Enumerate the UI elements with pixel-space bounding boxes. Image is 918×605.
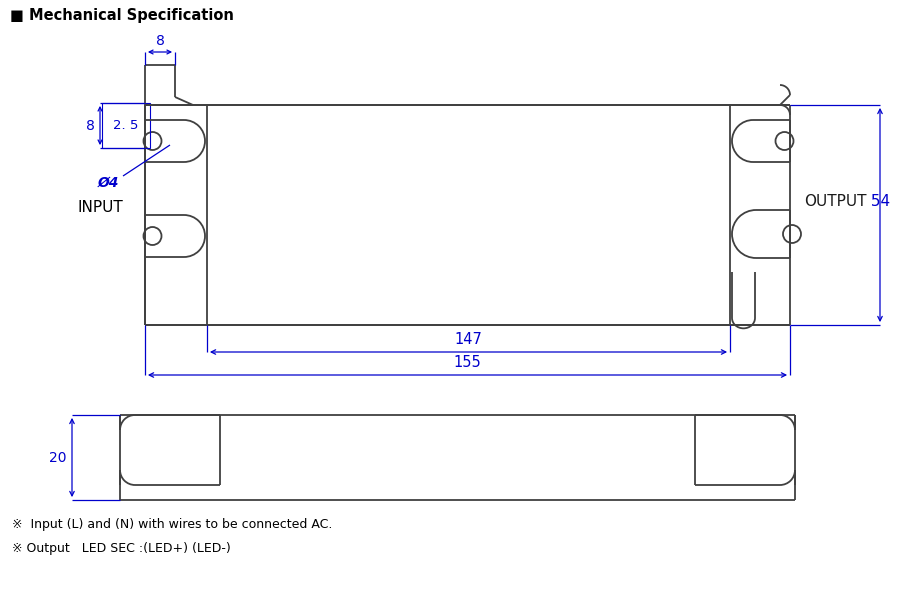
Text: 147: 147 xyxy=(454,332,483,347)
Text: INPUT: INPUT xyxy=(77,200,123,215)
Text: OUTPUT: OUTPUT xyxy=(804,194,867,209)
Text: 8: 8 xyxy=(155,34,164,48)
Text: 155: 155 xyxy=(453,355,481,370)
Text: 2. 5: 2. 5 xyxy=(113,119,139,132)
Text: Ø4: Ø4 xyxy=(97,176,118,190)
Text: ※  Input (L) and (N) with wires to be connected AC.: ※ Input (L) and (N) with wires to be con… xyxy=(12,518,332,531)
Text: ※ Output   LED SEC :(LED+) (LED-): ※ Output LED SEC :(LED+) (LED-) xyxy=(12,542,230,555)
Text: ■ Mechanical Specification: ■ Mechanical Specification xyxy=(10,8,234,23)
Text: 20: 20 xyxy=(50,451,67,465)
Text: 54: 54 xyxy=(866,194,890,209)
Text: 8: 8 xyxy=(86,119,95,132)
Bar xyxy=(102,103,150,148)
